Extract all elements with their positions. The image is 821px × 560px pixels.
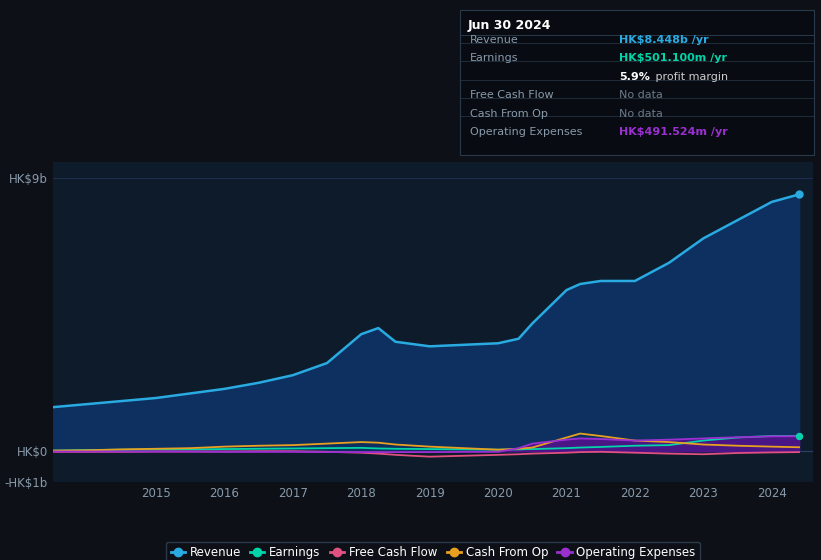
Text: HK$491.524m /yr: HK$491.524m /yr [619, 127, 728, 137]
Legend: Revenue, Earnings, Free Cash Flow, Cash From Op, Operating Expenses: Revenue, Earnings, Free Cash Flow, Cash … [166, 542, 700, 560]
Text: HK$8.448b /yr: HK$8.448b /yr [619, 35, 709, 45]
Text: No data: No data [619, 109, 663, 119]
Text: HK$501.100m /yr: HK$501.100m /yr [619, 53, 727, 63]
Text: Cash From Op: Cash From Op [470, 109, 548, 119]
Text: Free Cash Flow: Free Cash Flow [470, 90, 553, 100]
Point [792, 190, 805, 199]
Text: Earnings: Earnings [470, 53, 518, 63]
Point [792, 432, 805, 441]
Point [792, 432, 805, 441]
Text: Operating Expenses: Operating Expenses [470, 127, 582, 137]
Text: 5.9%: 5.9% [619, 72, 650, 82]
Text: profit margin: profit margin [652, 72, 728, 82]
Text: No data: No data [619, 90, 663, 100]
Text: Jun 30 2024: Jun 30 2024 [468, 19, 552, 32]
Text: Revenue: Revenue [470, 35, 518, 45]
